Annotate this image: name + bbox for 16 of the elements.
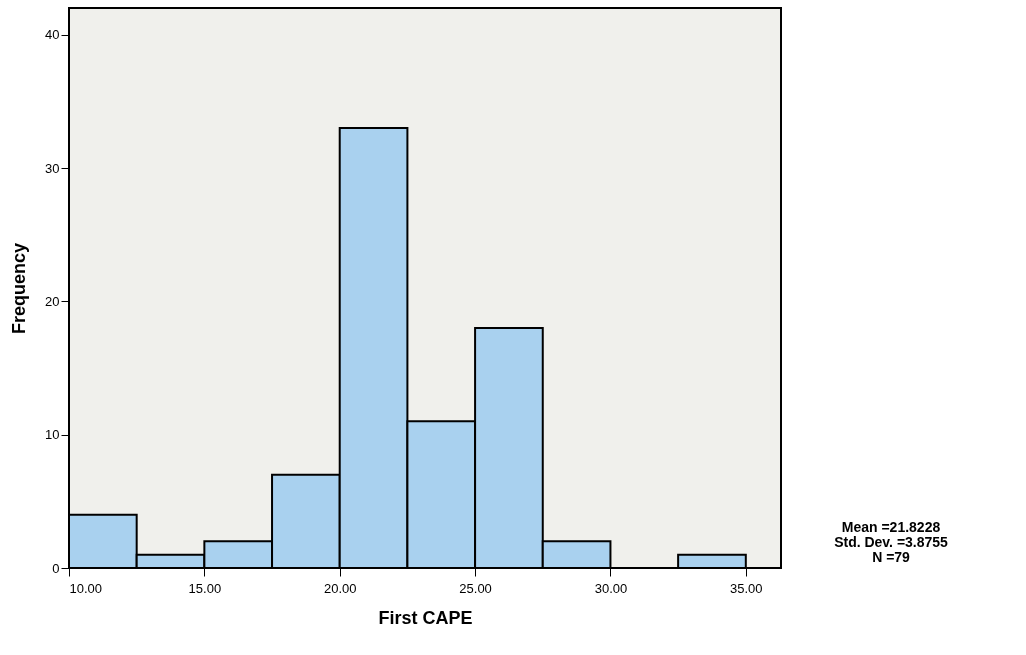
x-tick-label: 30.00 [594, 580, 628, 596]
y-tick-label: 0 [52, 560, 60, 576]
text: N =79 [872, 549, 911, 565]
text: Std. Dev. =3.8755 [834, 534, 949, 550]
x-tick-label: 35.00 [730, 580, 763, 596]
x-axis-title: First CAPE [378, 607, 473, 628]
y-tick-label: 40 [45, 27, 60, 43]
y-tick-label: 10 [45, 427, 60, 443]
y-tick-label: 20 [45, 293, 60, 309]
text: Mean =21.8228 [841, 519, 941, 535]
x-tick-label: 25.00 [459, 580, 492, 596]
x-tick-label: 10.00 [69, 580, 103, 596]
y-axis-title: Frequency [9, 242, 30, 335]
y-tick-label: 30 [45, 160, 60, 176]
x-tick-label: 15.00 [188, 580, 222, 596]
x-tick-label: 20.00 [323, 580, 357, 596]
